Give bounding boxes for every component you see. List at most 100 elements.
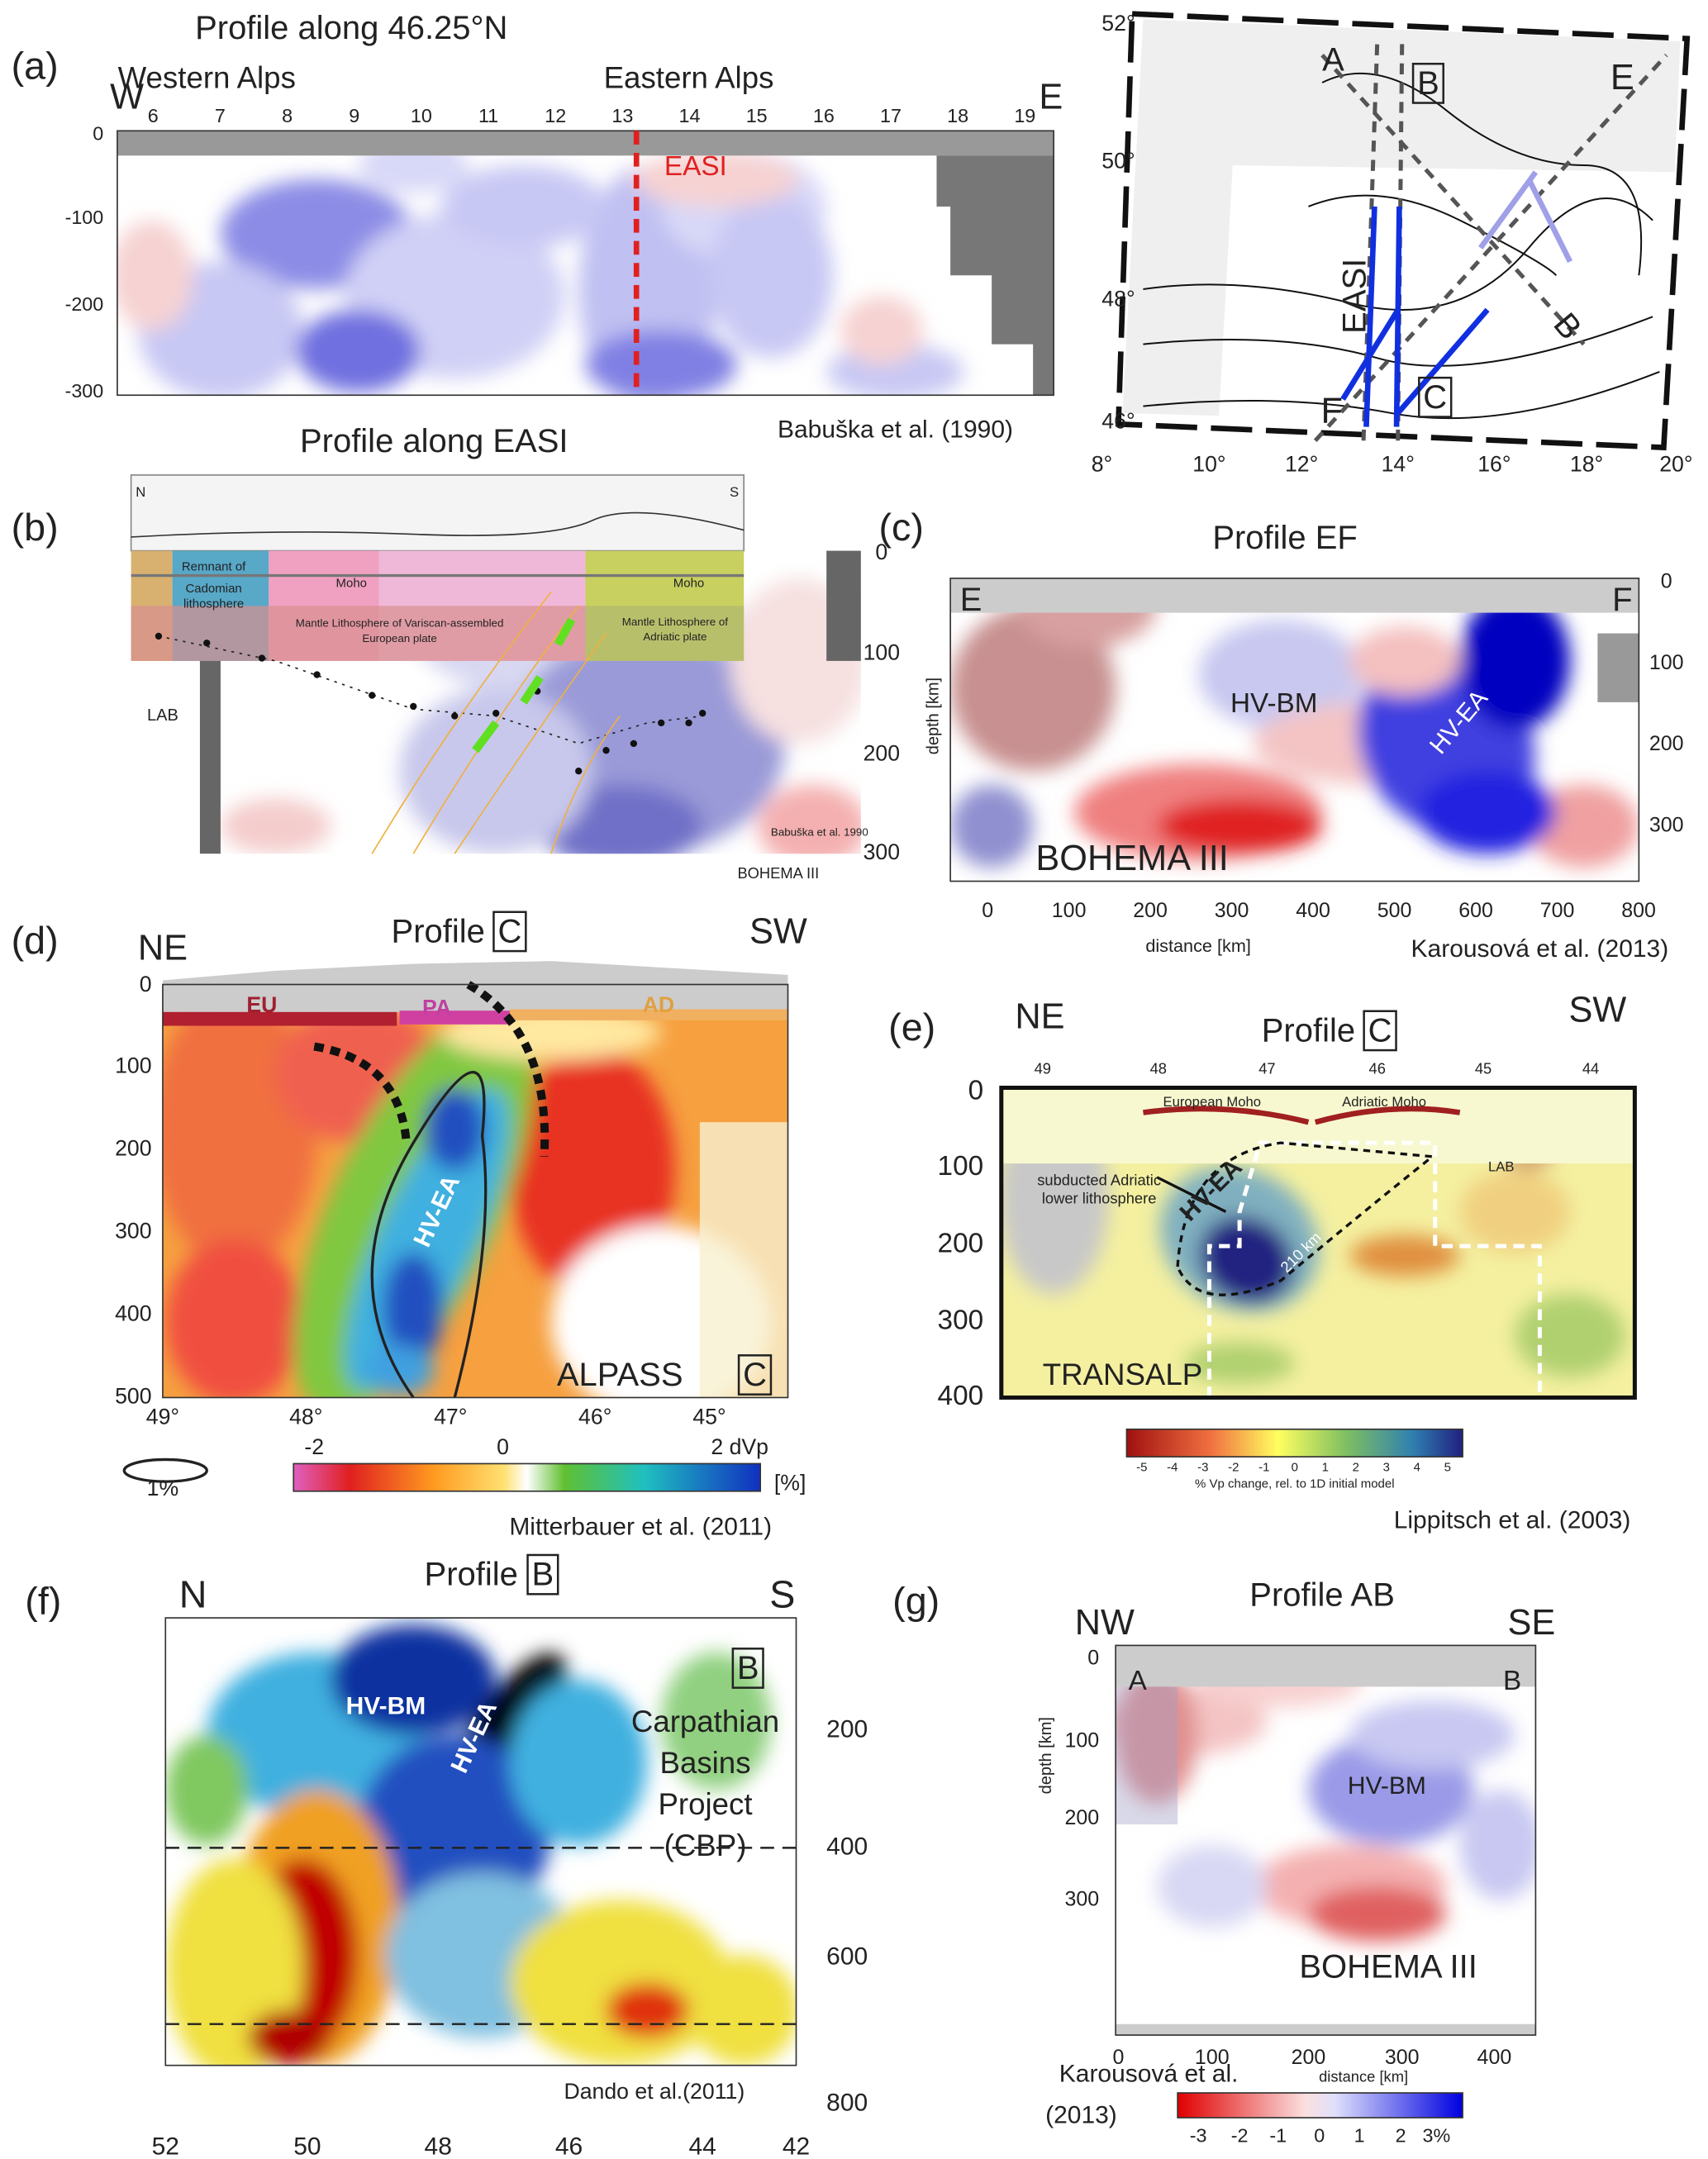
label: LAB xyxy=(147,706,178,725)
lab-point xyxy=(602,747,610,754)
label: [%] xyxy=(774,1470,806,1495)
tick-label: 13 xyxy=(611,105,633,126)
line xyxy=(554,617,576,647)
label: distance [km] xyxy=(1319,2068,1408,2085)
label: Profile xyxy=(1262,1012,1355,1049)
tick-label: -1 xyxy=(1269,2124,1287,2146)
anomaly xyxy=(1515,1294,1625,1377)
anomaly xyxy=(606,1982,689,2038)
label: C xyxy=(1423,379,1447,416)
tick-label: 5 xyxy=(1444,1460,1451,1474)
tick-label: 1 xyxy=(1322,1460,1329,1474)
anomaly xyxy=(364,1345,435,1396)
label: Remnant of xyxy=(182,560,246,574)
label: Babuška et al. (1990) xyxy=(778,416,1013,444)
anomaly xyxy=(840,296,923,365)
label: (2013) xyxy=(1045,2101,1117,2128)
label: depth [km] xyxy=(1037,1717,1055,1794)
anomaly xyxy=(509,1680,648,1846)
tick-label: 0 xyxy=(1661,570,1672,593)
tick-label: 300 xyxy=(115,1219,151,1244)
tick-label: 2 dVp xyxy=(711,1434,768,1459)
tick-label: 300 xyxy=(1064,1887,1099,1910)
label: TRANSALP xyxy=(1043,1358,1203,1391)
shape xyxy=(585,606,745,661)
label: N xyxy=(136,484,145,500)
tick-label: 12 xyxy=(545,105,566,126)
tick-label: 20° xyxy=(1659,451,1692,476)
line xyxy=(1156,1176,1227,1213)
tick-label: 200 xyxy=(1292,2046,1326,2069)
shape xyxy=(949,578,1640,882)
label: depth [km] xyxy=(924,678,942,754)
label: Moho xyxy=(673,577,704,591)
anomaly xyxy=(1418,771,1557,854)
anomaly xyxy=(757,784,861,854)
shape xyxy=(399,1011,510,1025)
label: (e) xyxy=(888,1006,935,1049)
tick-label: 8° xyxy=(1092,451,1113,476)
label: distance [km] xyxy=(1145,935,1251,956)
label: Profile AB xyxy=(1249,1577,1395,1614)
label: B xyxy=(737,1650,759,1686)
tick-label: 200 xyxy=(826,1716,868,1743)
anomaly xyxy=(709,193,834,359)
tick-label: 200 xyxy=(115,1136,151,1161)
tick-label: 3% xyxy=(1423,2124,1451,2146)
line xyxy=(1340,308,1401,402)
shape xyxy=(509,1009,788,1020)
tick-label: 0 xyxy=(497,1434,509,1459)
label: subducted Adriatic xyxy=(1037,1172,1161,1189)
label: Profile xyxy=(425,1557,518,1593)
scale-ellipse xyxy=(122,1458,208,1483)
shape xyxy=(117,130,1054,397)
shape xyxy=(131,606,586,661)
label: EASI xyxy=(664,151,727,182)
anomaly xyxy=(1157,798,1323,854)
lab-point xyxy=(492,710,500,717)
tick-label: 47° xyxy=(434,1404,467,1429)
tick-label: 15 xyxy=(746,105,768,126)
label: HV-BM xyxy=(1348,1772,1426,1800)
tick-label: 500 xyxy=(115,1383,151,1408)
line xyxy=(1526,178,1573,264)
label: B xyxy=(532,1557,554,1593)
anomaly xyxy=(1349,626,1460,696)
label: AD xyxy=(643,992,675,1017)
label: E xyxy=(1039,77,1063,117)
tick-label: -200 xyxy=(65,293,104,315)
lab-point xyxy=(451,712,459,720)
lab-point xyxy=(369,692,376,699)
anomaly xyxy=(1308,1886,1447,1942)
lab-point xyxy=(313,671,321,678)
anomaly xyxy=(1157,1845,1268,1928)
anomalies xyxy=(1116,1652,1536,1942)
tick-label: 50 xyxy=(293,2133,321,2159)
tick-label: -100 xyxy=(65,207,104,228)
tick-label: 47 xyxy=(1258,1060,1275,1077)
label: W xyxy=(110,77,144,117)
shape xyxy=(1116,1645,1536,1687)
shape xyxy=(1177,2092,1463,2119)
tick-label: 16 xyxy=(813,105,835,126)
label: (d) xyxy=(12,919,59,962)
shape xyxy=(1125,1428,1463,1458)
tick-label: -3 xyxy=(1190,2124,1207,2146)
shape xyxy=(162,983,789,1399)
moho xyxy=(1143,1106,1461,1125)
coast xyxy=(1143,72,1660,420)
anomaly xyxy=(950,606,1116,772)
tick-label: -3 xyxy=(1197,1460,1208,1474)
letter-box xyxy=(731,1648,764,1689)
tick-label: 14° xyxy=(1382,451,1415,476)
tick-label: 0 xyxy=(93,122,103,144)
label: Karousová et al. xyxy=(1059,2060,1239,2087)
anomaly xyxy=(585,330,737,396)
tick-label: -4 xyxy=(1167,1460,1178,1474)
label: Karousová et al. (2013) xyxy=(1411,935,1669,963)
tick-label: 100 xyxy=(1195,2046,1230,2069)
tick-label: 44 xyxy=(689,2133,716,2159)
